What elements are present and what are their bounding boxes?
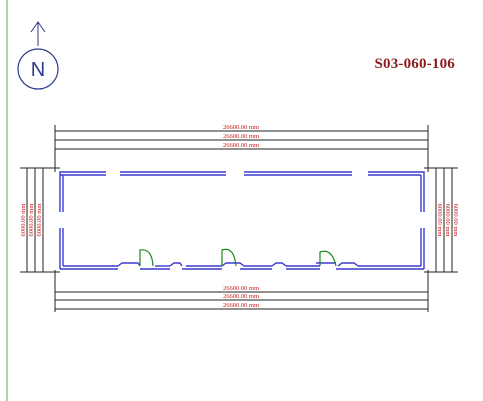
dimension-label-top-1: 26600.00 mm <box>223 124 259 131</box>
dimension-label-right-1: 6000.00 mm <box>436 204 443 237</box>
dimension-label-bottom-1: 26600.00 mm <box>223 285 259 292</box>
building-walls <box>59 171 425 270</box>
dimension-label-bottom-2: 26600.00 mm <box>223 293 259 300</box>
dimension-label-top-2: 26600.00 mm <box>223 133 259 140</box>
dimension-label-right-3: 6000.00 mm <box>452 204 459 237</box>
dimension-label-left-3: 6000.00 mm <box>36 204 43 237</box>
left-dimensions <box>20 167 60 273</box>
door-swing-icon <box>139 248 337 267</box>
dimension-label-left-1: 6000.00 mm <box>20 204 27 237</box>
dimension-label-right-2: 6000.00 mm <box>444 204 451 237</box>
dimension-label-top-3: 26600.00 mm <box>223 142 259 149</box>
drawing-code: S03-060-106 <box>374 56 455 72</box>
bottom-dimensions <box>54 270 429 312</box>
north-arrow-icon: N <box>17 21 59 90</box>
dimension-label-bottom-3: 26600.00 mm <box>223 302 259 309</box>
top-dimensions <box>54 125 429 172</box>
dimension-label-left-2: 6000.00 mm <box>28 204 35 237</box>
right-dimensions <box>424 167 458 273</box>
north-letter: N <box>31 59 45 81</box>
